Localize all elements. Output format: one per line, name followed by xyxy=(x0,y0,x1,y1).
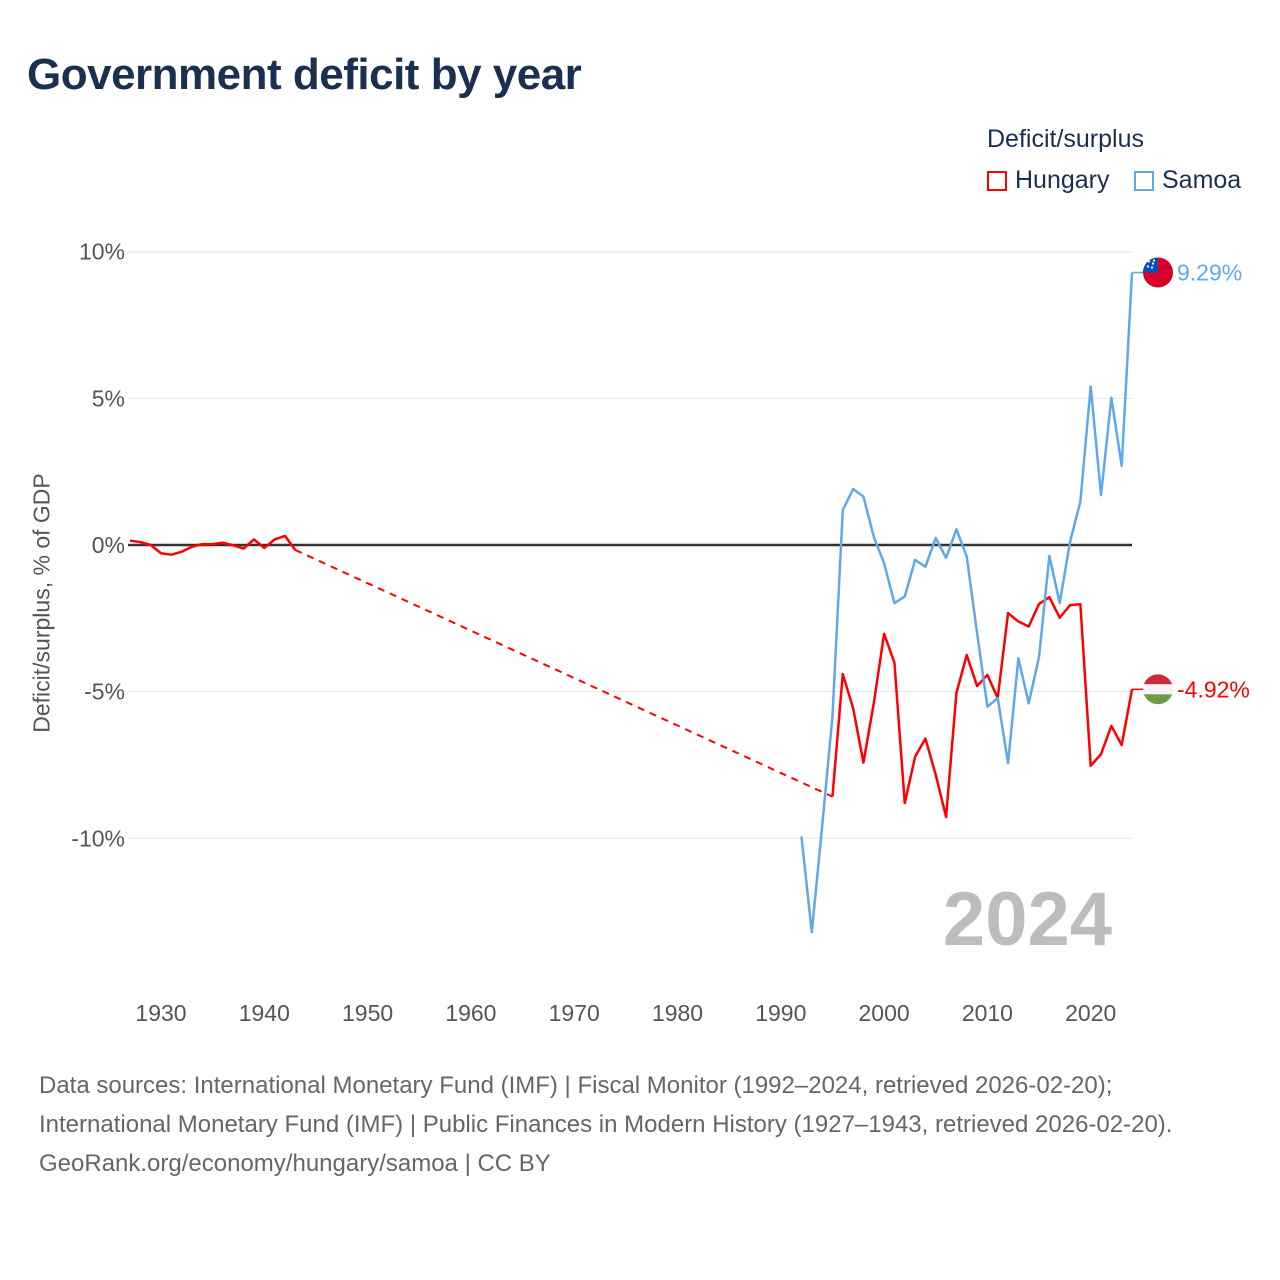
chart-title: Government deficit by year xyxy=(27,50,582,99)
year-watermark: 2024 xyxy=(943,877,1112,962)
y-tick-label: -5% xyxy=(84,679,125,705)
x-tick-label: 1930 xyxy=(135,1000,186,1026)
end-value-label-samoa: 9.29% xyxy=(1177,260,1242,286)
legend-label: Hungary xyxy=(1015,166,1110,194)
series-line-hungary xyxy=(129,534,297,556)
y-tick-label: 10% xyxy=(79,239,125,265)
legend-item-hungary[interactable]: Hungary xyxy=(987,166,1110,195)
y-tick-label: 5% xyxy=(92,385,125,411)
x-tick-label: 1950 xyxy=(342,1000,393,1026)
x-tick-label: 1970 xyxy=(549,1000,600,1026)
x-tick-label: 1940 xyxy=(239,1000,290,1026)
flag-star xyxy=(1150,266,1154,269)
x-tick-label: 1980 xyxy=(652,1000,703,1026)
flag-stripe-green xyxy=(1143,694,1173,705)
footer: Data sources: International Monetary Fun… xyxy=(39,1066,1249,1183)
flag-star xyxy=(1152,259,1156,262)
series-line-hungary xyxy=(831,595,1134,819)
x-tick-label: 1960 xyxy=(445,1000,496,1026)
flag-body xyxy=(1143,257,1173,288)
legend-swatch-hungary xyxy=(987,170,1007,191)
flag-canton xyxy=(1143,257,1158,273)
flag-samoa-icon xyxy=(1143,257,1173,288)
legend-label: Samoa xyxy=(1162,166,1242,194)
series-line-samoa xyxy=(800,272,1134,934)
x-tick-label: 1990 xyxy=(755,1000,806,1026)
flag-stripe-white xyxy=(1143,684,1173,695)
credit-link[interactable]: GeoRank.org/economy/hungary/samoa | CC B… xyxy=(39,1150,551,1177)
legend-item-samoa[interactable]: Samoa xyxy=(1134,166,1241,195)
data-sources: Data sources: International Monetary Fun… xyxy=(39,1072,1173,1138)
flag-body xyxy=(1143,674,1173,705)
y-tick-label: -10% xyxy=(71,825,125,851)
x-tick-label: 2020 xyxy=(1065,1000,1116,1026)
x-tick-label: 2010 xyxy=(962,1000,1013,1026)
flag-star xyxy=(1147,260,1151,263)
legend-swatch-samoa xyxy=(1134,170,1154,191)
legend-title: Deficit/surplus xyxy=(987,125,1144,153)
end-value-label-hungary: -4.92% xyxy=(1177,676,1250,702)
flag-hungary-icon xyxy=(1143,674,1173,705)
flag-stripe-red xyxy=(1143,674,1173,685)
flag-star xyxy=(1151,262,1155,265)
series-gap-dashed-line xyxy=(294,549,833,798)
x-tick-label: 2000 xyxy=(859,1000,910,1026)
flag-star xyxy=(1146,265,1150,268)
y-tick-label: 0% xyxy=(92,532,125,558)
